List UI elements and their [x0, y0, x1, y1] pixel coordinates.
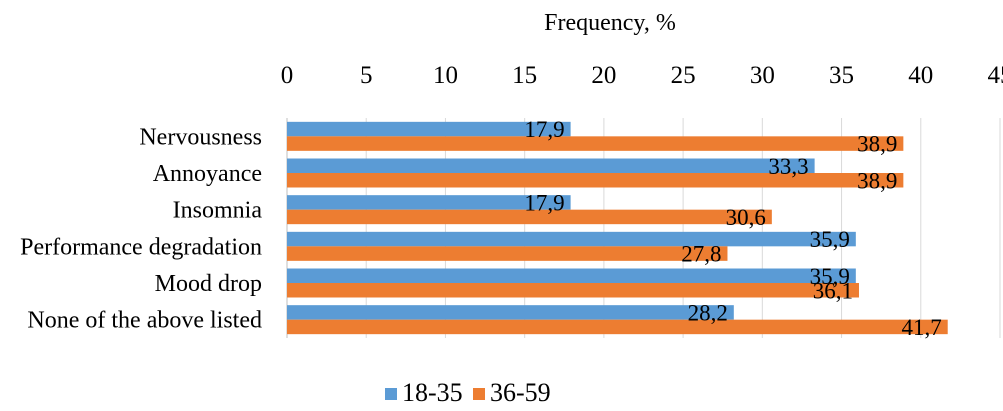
data-label: 38,9	[857, 168, 897, 193]
category-label: Insomnia	[173, 198, 263, 224]
bar-18-35	[287, 305, 734, 320]
category-label: None of the above listed	[27, 308, 262, 334]
gridlines	[286, 118, 1001, 338]
bar-18-35	[287, 268, 856, 283]
bars	[287, 121, 948, 335]
data-label: 28,2	[688, 300, 728, 325]
bar-36-59	[287, 209, 772, 225]
x-tick-label: 10	[433, 62, 458, 89]
bar-36-59	[287, 319, 948, 335]
category-label: Mood drop	[155, 271, 262, 297]
legend-swatch	[385, 388, 397, 400]
legend-label: 36-59	[490, 378, 551, 407]
data-label: 33,3	[768, 154, 808, 179]
data-label: 17,9	[524, 190, 564, 215]
data-label: 30,6	[726, 205, 766, 230]
legend-label: 18-35	[402, 378, 463, 407]
x-tick-label: 40	[908, 62, 933, 89]
data-label: 17,9	[524, 117, 564, 142]
x-tick-label: 45	[988, 62, 1003, 89]
data-label: 27,8	[681, 242, 721, 267]
data-labels: 17,938,933,338,917,930,635,927,835,936,1…	[524, 117, 941, 340]
category-labels: Nervousness Annoyance Insomnia Performance …	[20, 124, 262, 333]
x-tick-label: 25	[671, 62, 696, 89]
bar-18-35	[287, 231, 856, 247]
x-axis-title: Frequency, %	[544, 10, 676, 36]
bar-36-59	[287, 246, 728, 261]
data-label: 38,9	[857, 132, 897, 157]
x-tick-label: 5	[360, 62, 373, 89]
legend-swatch	[473, 388, 485, 400]
bar-18-35	[287, 121, 571, 137]
x-tick-label: 35	[829, 62, 854, 89]
data-label: 35,9	[810, 264, 850, 289]
category-label: Nervousness	[139, 124, 262, 150]
x-tick-label: 15	[512, 62, 537, 89]
bar-18-35	[287, 195, 571, 210]
x-tick-label: 20	[591, 62, 616, 89]
bar-36-59	[287, 136, 904, 151]
category-label: Performance degradation	[20, 234, 262, 260]
data-label: 36,1	[813, 278, 853, 303]
x-tick-label: 0	[281, 62, 294, 89]
bar-36-59	[287, 173, 904, 188]
legend: 18-35 36-59	[385, 378, 551, 407]
x-tick-labels: 0 5 10 15 20 25 30 35 40 45	[281, 62, 1003, 89]
x-tick-label: 30	[750, 62, 775, 89]
bar-18-35	[287, 158, 815, 173]
category-label: Annoyance	[153, 161, 262, 187]
bar-36-59	[287, 283, 859, 298]
data-label: 41,7	[901, 315, 941, 340]
data-label: 35,9	[810, 227, 850, 252]
